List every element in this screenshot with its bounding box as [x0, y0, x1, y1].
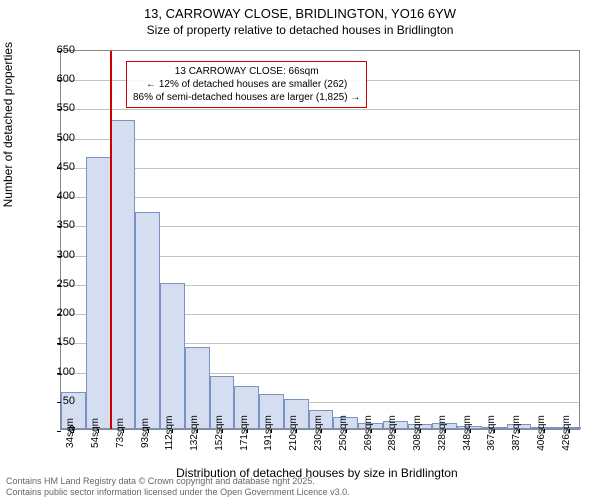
xtick-label: 191sqm: [263, 415, 274, 451]
ytick-label: 250: [45, 278, 75, 290]
ytick-label: 150: [45, 336, 75, 348]
gridline: [61, 197, 579, 198]
ytick-label: 450: [45, 161, 75, 173]
xtick-label: 132sqm: [189, 415, 200, 451]
xtick-label: 269sqm: [363, 415, 374, 451]
xtick-label: 210sqm: [288, 415, 299, 451]
ytick-label: 350: [45, 219, 75, 231]
xtick-label: 73sqm: [115, 418, 126, 448]
xtick-label: 289sqm: [387, 415, 398, 451]
gridline: [61, 168, 579, 169]
xtick-label: 308sqm: [412, 415, 423, 451]
gridline: [61, 109, 579, 110]
reference-line: [110, 51, 112, 429]
annotation-line-3: 86% of semi-detached houses are larger (…: [133, 91, 360, 104]
xtick-label: 152sqm: [214, 415, 225, 451]
histogram-bar: [160, 283, 185, 429]
footer-line-1: Contains HM Land Registry data © Crown c…: [6, 476, 350, 487]
xtick-label: 348sqm: [462, 415, 473, 451]
page-subtitle: Size of property relative to detached ho…: [0, 21, 600, 37]
footer-attribution: Contains HM Land Registry data © Crown c…: [6, 476, 350, 498]
chart-container: 13, CARROWAY CLOSE, BRIDLINGTON, YO16 6Y…: [0, 0, 600, 500]
ytick-label: 550: [45, 102, 75, 114]
ytick-label: 50: [45, 395, 75, 407]
ytick-label: 400: [45, 190, 75, 202]
xtick-label: 230sqm: [313, 415, 324, 451]
histogram-bar: [135, 212, 160, 429]
histogram-bar: [111, 120, 136, 429]
xtick-label: 54sqm: [90, 418, 101, 448]
annotation-line-2: ← 12% of detached houses are smaller (26…: [133, 78, 360, 91]
annotation-box: 13 CARROWAY CLOSE: 66sqm← 12% of detache…: [126, 61, 367, 108]
gridline: [61, 139, 579, 140]
ytick-label: 600: [45, 73, 75, 85]
xtick-label: 171sqm: [239, 415, 250, 451]
xtick-label: 250sqm: [338, 415, 349, 451]
xtick-label: 328sqm: [437, 415, 448, 451]
page-title: 13, CARROWAY CLOSE, BRIDLINGTON, YO16 6Y…: [0, 0, 600, 21]
ytick-label: 500: [45, 132, 75, 144]
ytick-label: 0: [45, 424, 75, 436]
xtick-label: 367sqm: [486, 415, 497, 451]
annotation-line-1: 13 CARROWAY CLOSE: 66sqm: [133, 65, 360, 78]
ytick-label: 300: [45, 249, 75, 261]
plot-area: 34sqm54sqm73sqm93sqm112sqm132sqm152sqm17…: [60, 50, 580, 430]
histogram-bar: [86, 157, 111, 429]
xtick-label: 387sqm: [511, 415, 522, 451]
ytick-label: 650: [45, 44, 75, 56]
xtick-label: 112sqm: [164, 416, 175, 451]
y-axis-label: Number of detached properties: [1, 42, 15, 207]
xtick-label: 426sqm: [561, 415, 572, 451]
ytick-label: 200: [45, 307, 75, 319]
ytick-label: 100: [45, 366, 75, 378]
footer-line-2: Contains public sector information licen…: [6, 487, 350, 498]
xtick-label: 406sqm: [536, 415, 547, 451]
xtick-label: 93sqm: [140, 418, 151, 448]
